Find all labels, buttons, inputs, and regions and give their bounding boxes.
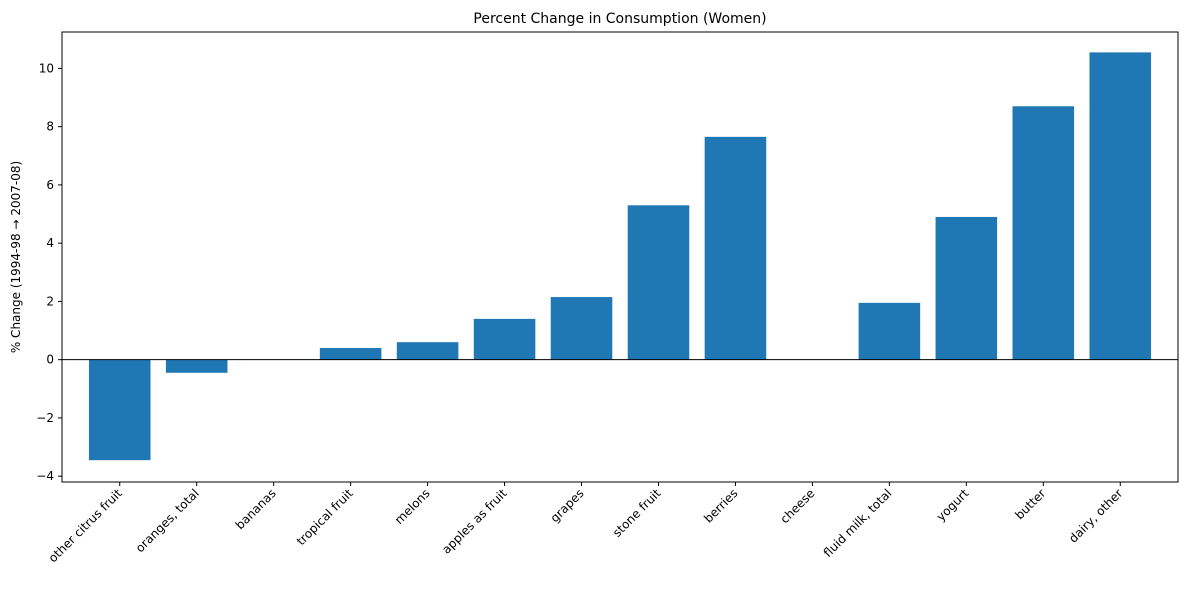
y-tick-label: 0: [46, 353, 54, 367]
bar: [627, 205, 690, 360]
x-tick-label: grapes: [548, 486, 587, 525]
bar: [1012, 106, 1075, 360]
x-tick-label: melons: [392, 486, 433, 527]
y-tick-label: −4: [36, 469, 54, 483]
x-tick-label: cheese: [778, 486, 818, 526]
bar: [1089, 52, 1152, 360]
x-tick-label: apples as fruit: [439, 486, 510, 557]
bar: [319, 348, 382, 360]
bar: [473, 318, 536, 360]
y-tick-label: 8: [46, 120, 54, 134]
x-tick-label: stone fruit: [610, 486, 664, 540]
bar: [858, 302, 921, 360]
y-tick-label: 6: [46, 178, 54, 192]
bar: [396, 342, 459, 360]
x-tick-label: yogurt: [934, 486, 972, 524]
y-tick-label: −2: [36, 411, 54, 425]
x-tick-label: oranges, total: [133, 486, 202, 555]
chart-title: Percent Change in Consumption (Women): [473, 11, 766, 27]
x-tick-label: bananas: [233, 486, 279, 532]
x-tick-label: tropical fruit: [294, 486, 356, 548]
y-tick-label: 10: [39, 61, 54, 75]
x-tick-label: dairy, other: [1066, 486, 1125, 545]
plot-area: −4 −2 0 2 4 6 8 10 other citrus fruit oranges, to…: [36, 31, 1179, 565]
bar: [88, 359, 151, 461]
y-tick-label: 2: [46, 294, 54, 308]
y-tick-label: 4: [46, 236, 54, 250]
x-tick-label: butter: [1012, 486, 1048, 522]
bar: [165, 359, 228, 373]
bar: [704, 136, 767, 360]
x-tick-label: fluid milk, total: [821, 486, 895, 560]
y-axis-label: % Change (1994-98 → 2007-08): [9, 161, 23, 353]
bar: [935, 216, 998, 360]
plot-frame: [61, 31, 1179, 483]
x-tick-label: other citrus fruit: [46, 486, 125, 565]
bar: [550, 297, 613, 360]
x-tick-label: berries: [701, 486, 740, 525]
